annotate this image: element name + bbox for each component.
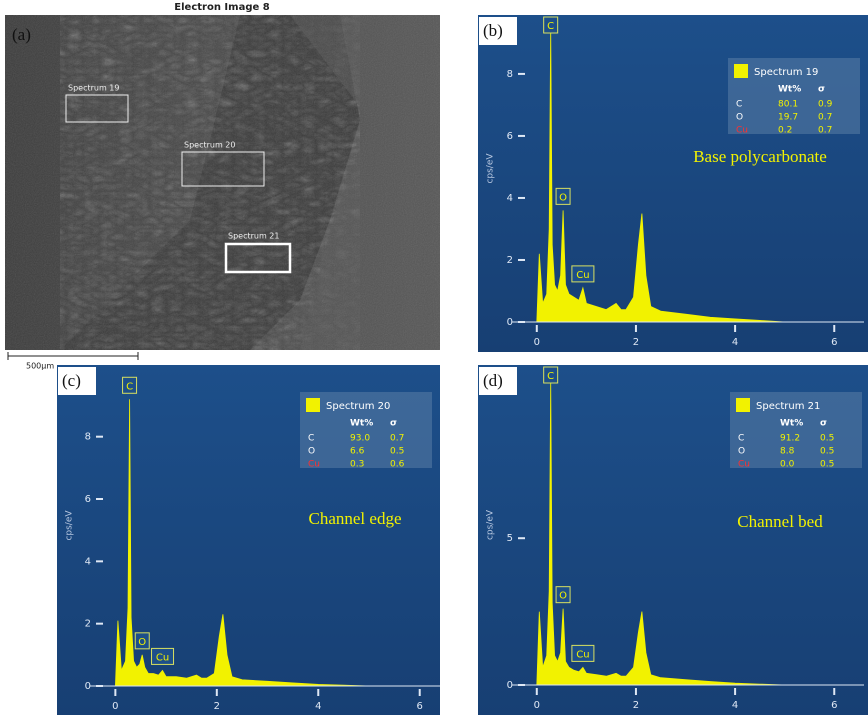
table-cell: C xyxy=(738,434,744,444)
x-tick-label: 0 xyxy=(534,337,540,348)
table-header: σ xyxy=(818,85,825,95)
y-tick-label: 2 xyxy=(85,619,91,630)
peak-label: Cu xyxy=(576,270,589,281)
y-axis-label: cps/eV xyxy=(486,153,496,184)
table-header: Wt% xyxy=(780,419,803,429)
table-cell: Cu xyxy=(738,460,750,470)
region-label: Spectrum 20 xyxy=(184,141,236,150)
x-tick-label: 6 xyxy=(831,337,837,348)
y-tick-label: 0 xyxy=(507,680,513,691)
table-cell: 0.5 xyxy=(820,460,834,470)
table-header: σ xyxy=(820,419,827,429)
peak-label: Cu xyxy=(576,649,589,660)
legend-swatch xyxy=(734,64,748,78)
x-tick-label: 4 xyxy=(732,700,738,711)
x-tick-label: 2 xyxy=(633,700,639,711)
peak-label: O xyxy=(559,192,567,203)
note: Channel bed xyxy=(737,512,823,531)
x-tick-label: 4 xyxy=(315,701,321,712)
table-cell: 0.7 xyxy=(390,434,404,444)
table-cell: Cu xyxy=(736,126,748,136)
figure: Electron Image 8 (a) Spectrum 19 Spectru… xyxy=(0,0,868,715)
y-tick-label: 2 xyxy=(507,255,513,266)
legend-label: Spectrum 20 xyxy=(326,401,390,412)
table-cell: 0.7 xyxy=(818,126,832,136)
legend-swatch xyxy=(306,398,320,412)
x-tick-label: 4 xyxy=(732,337,738,348)
table-cell: 0.5 xyxy=(820,434,834,444)
y-axis-label: cps/eV xyxy=(65,510,75,541)
x-tick-label: 2 xyxy=(214,701,220,712)
y-axis-label: cps/eV xyxy=(486,509,496,540)
peak-label: O xyxy=(138,637,146,648)
x-tick-label: 0 xyxy=(534,700,540,711)
table-header: Wt% xyxy=(350,419,373,429)
table-cell: 19.7 xyxy=(778,113,798,123)
legend-label: Spectrum 21 xyxy=(756,401,820,412)
table-cell: 0.2 xyxy=(778,126,792,136)
image-title: Electron Image 8 xyxy=(174,2,269,13)
table-cell: C xyxy=(736,100,742,110)
table-cell: 91.2 xyxy=(780,434,800,444)
y-tick-label: 5 xyxy=(507,533,513,544)
y-tick-label: 6 xyxy=(507,131,513,142)
sem-grain xyxy=(5,15,440,350)
legend-label: Spectrum 19 xyxy=(754,67,818,78)
peak-label: C xyxy=(126,381,133,392)
peak-label: O xyxy=(559,591,567,602)
y-tick-label: 4 xyxy=(507,193,513,204)
sem-panel: Electron Image 8 (a) Spectrum 19 Spectru… xyxy=(5,2,440,371)
y-tick-label: 8 xyxy=(507,69,513,80)
region-label: Spectrum 21 xyxy=(228,232,280,241)
peak-label: Cu xyxy=(156,652,169,663)
x-tick-label: 0 xyxy=(112,701,118,712)
panel-label: (d) xyxy=(483,371,503,390)
note: Base polycarbonate xyxy=(693,147,827,166)
legend-swatch xyxy=(736,398,750,412)
note: Channel edge xyxy=(309,509,402,528)
x-tick-label: 6 xyxy=(417,701,423,712)
x-tick-label: 2 xyxy=(633,337,639,348)
y-tick-label: 4 xyxy=(85,556,91,567)
y-tick-label: 6 xyxy=(85,494,91,505)
table-header: σ xyxy=(390,419,397,429)
table-cell: O xyxy=(736,113,743,123)
table-cell: 6.6 xyxy=(350,447,365,457)
table-cell: 80.1 xyxy=(778,100,798,110)
region-label: Spectrum 19 xyxy=(68,84,120,93)
table-cell: C xyxy=(308,434,314,444)
x-tick-label: 6 xyxy=(831,700,837,711)
peak-label: C xyxy=(547,371,554,382)
panel-label: (c) xyxy=(62,371,81,390)
table-cell: 0.3 xyxy=(350,460,364,470)
peak-label: C xyxy=(547,21,554,32)
y-tick-label: 8 xyxy=(85,432,91,443)
panel-label: (b) xyxy=(483,21,503,40)
table-cell: 0.5 xyxy=(390,447,404,457)
scale-bar-label: 500µm xyxy=(26,362,54,371)
table-cell: 8.8 xyxy=(780,447,795,457)
panel-label: (a) xyxy=(12,25,31,44)
table-cell: 93.0 xyxy=(350,434,370,444)
y-tick-label: 0 xyxy=(507,317,513,328)
table-cell: 0.7 xyxy=(818,113,832,123)
table-cell: 0.9 xyxy=(818,100,833,110)
table-cell: 0.6 xyxy=(390,460,405,470)
table-cell: Cu xyxy=(308,460,320,470)
table-header: Wt% xyxy=(778,85,801,95)
table-cell: 0.5 xyxy=(820,447,834,457)
y-tick-label: 0 xyxy=(85,681,91,692)
table-cell: 0.0 xyxy=(780,460,795,470)
table-cell: O xyxy=(308,447,315,457)
table-cell: O xyxy=(738,447,745,457)
